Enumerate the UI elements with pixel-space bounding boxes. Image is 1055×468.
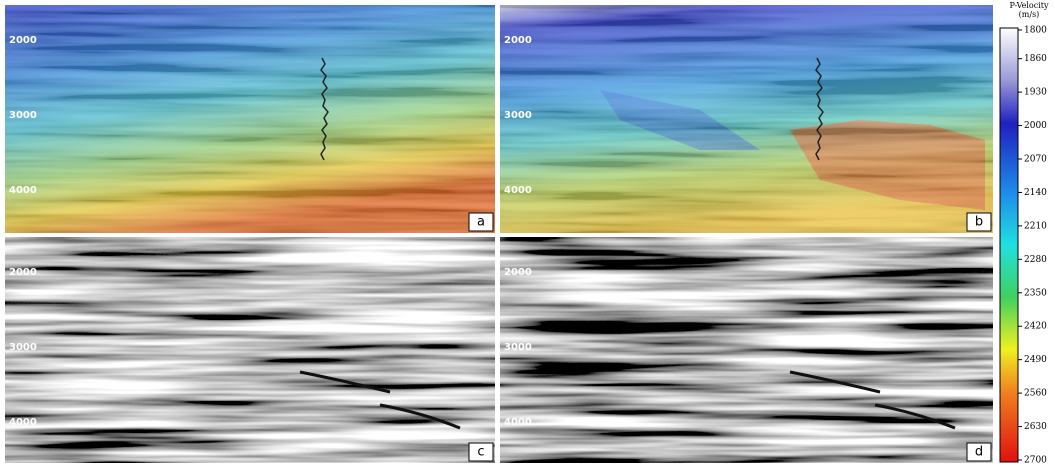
panel-b: [500, 5, 993, 233]
panel-c: [5, 237, 495, 463]
depth-label: 2000: [504, 267, 532, 278]
colorbar-tick-label: 2350: [1024, 288, 1047, 298]
seismic-overlay: [5, 5, 495, 233]
seismic-image: [500, 237, 993, 463]
colorbar-tick-label: 2490: [1024, 355, 1047, 365]
colorbar-title: P-Velocity: [1010, 1, 1049, 10]
colorbar-tick-label: 2210: [1024, 221, 1047, 231]
colorbar-tick-label: 2700: [1024, 456, 1047, 466]
colorbar-tick-label: 2280: [1024, 255, 1047, 265]
colorbar-tick-label: 2630: [1024, 422, 1047, 432]
depth-label: 4000: [9, 417, 37, 428]
seismic-overlay: [500, 5, 993, 233]
colorbar-tick-label: 2560: [1024, 389, 1047, 399]
panel-label: a: [477, 215, 485, 230]
colorbar-unit: (m/s): [1019, 10, 1040, 19]
depth-label: 4000: [504, 185, 532, 196]
depth-label: 2000: [504, 35, 532, 46]
colorbar-tick-label: 1800: [1024, 26, 1047, 36]
panel-label: b: [975, 215, 983, 230]
depth-label: 4000: [9, 185, 37, 196]
colorbar-tick-label: 2420: [1024, 322, 1047, 332]
colorbar-tick-label: 2140: [1024, 188, 1047, 198]
seismic-image: [5, 237, 495, 463]
depth-label: 3000: [9, 342, 37, 353]
colorbar: [1000, 28, 1018, 462]
depth-label: 3000: [504, 342, 532, 353]
depth-label: 3000: [504, 110, 532, 121]
panel-label: c: [477, 445, 484, 460]
figure: P-Velocity (m/s) 2000 3000 4000 a 2000 3000 40…: [0, 0, 1055, 468]
colorbar-tick-label: 1860: [1024, 54, 1047, 64]
depth-label: 3000: [9, 110, 37, 121]
colorbar-tick-label: 2070: [1024, 155, 1047, 165]
depth-label: 2000: [9, 35, 37, 46]
panel-d: [500, 237, 993, 463]
panel-a: [5, 5, 495, 233]
colorbar-tick-label: 2000: [1024, 121, 1047, 131]
depth-label: 4000: [504, 417, 532, 428]
panel-label: d: [975, 445, 983, 460]
colorbar-tick-label: 1930: [1024, 88, 1047, 98]
depth-label: 2000: [9, 267, 37, 278]
